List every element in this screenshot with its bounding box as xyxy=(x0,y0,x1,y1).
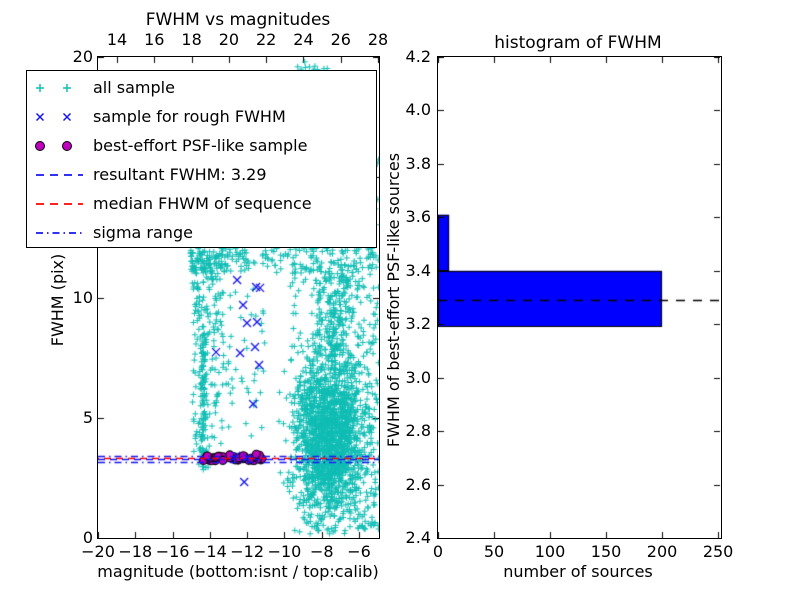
x-tick-label: −14 xyxy=(192,542,227,561)
top-x-tick-label: 16 xyxy=(144,30,165,49)
y-tick-label: 5 xyxy=(82,407,93,427)
legend-entry-label: all sample xyxy=(93,78,175,97)
legend-entry-5: sigma range xyxy=(27,218,376,247)
y-tick-label: 3.2 xyxy=(405,314,431,334)
legend-entry-label: median FHWM of sequence xyxy=(93,194,312,213)
x-tick-label: 150 xyxy=(590,542,622,561)
top-x-tick-label: 18 xyxy=(181,30,202,49)
x-tick-label: −16 xyxy=(155,542,190,561)
top-x-tick-label: 28 xyxy=(367,30,389,49)
y-tick-label: 10 xyxy=(72,287,93,307)
legend-entry-label: sample for rough FWHM xyxy=(93,107,286,126)
right-plot-x-axis-label: number of sources xyxy=(503,562,653,581)
x-tick-label: 0 xyxy=(432,542,444,561)
right-plot-title: histogram of FWHM xyxy=(494,33,662,53)
y-tick-label: 3.4 xyxy=(405,260,431,280)
top-x-tick-label: 14 xyxy=(106,30,128,49)
x-tick-label: 250 xyxy=(702,542,734,561)
legend-line-swatch xyxy=(36,173,83,176)
x-tick-label: −6 xyxy=(347,542,371,561)
y-tick-label: 2.8 xyxy=(405,421,431,441)
top-x-tick-label: 24 xyxy=(293,30,314,49)
x-tick-label: 100 xyxy=(534,542,566,561)
y-tick-label: 2.4 xyxy=(405,528,431,547)
y-tick-label: 20 xyxy=(72,47,93,66)
top-x-tick-label: 22 xyxy=(256,30,277,49)
legend-entry-label: sigma range xyxy=(93,223,193,242)
x-tick-label: −10 xyxy=(267,542,302,561)
legend-marker-icon xyxy=(35,140,72,151)
legend-marker-icon xyxy=(35,112,72,121)
left-plot-x-axis-label: magnitude (bottom:isnt / top:calib) xyxy=(97,562,379,581)
x-tick-label: −8 xyxy=(309,542,334,561)
y-tick-label: 3.0 xyxy=(405,367,431,387)
legend-line-swatch xyxy=(36,231,83,234)
legend-entry-2: best-effort PSF-like sample xyxy=(27,131,376,160)
y-tick-label: 4.0 xyxy=(405,100,431,120)
x-tick-label: −20 xyxy=(81,542,115,561)
histogram-canvas xyxy=(438,57,721,538)
y-tick-label: 0 xyxy=(82,528,93,547)
top-x-tick-label: 20 xyxy=(218,30,240,49)
x-tick-label: 50 xyxy=(483,542,505,561)
y-tick-label: 3.6 xyxy=(405,207,431,227)
y-tick-label: 2.6 xyxy=(405,474,431,494)
x-tick-label: 200 xyxy=(646,542,678,561)
legend-entry-3: resultant FWHM: 3.29 xyxy=(27,160,376,189)
x-tick-label: −12 xyxy=(230,542,265,561)
y-tick-label: 3.8 xyxy=(405,153,431,173)
legend-marker-icon xyxy=(36,83,71,92)
legend-entry-label: best-effort PSF-like sample xyxy=(93,136,308,155)
y-tick-label: 4.2 xyxy=(405,47,431,66)
top-x-tick-label: 26 xyxy=(330,30,351,49)
right-plot-y-axis-label: FWHM of best-effort PSF-like sources xyxy=(384,152,403,448)
legend-entry-0: all sample xyxy=(27,73,376,102)
legend-line-swatch xyxy=(36,202,83,205)
legend-entry-4: median FHWM of sequence xyxy=(27,189,376,218)
x-tick-label: −18 xyxy=(118,542,153,561)
right-plot-area xyxy=(437,56,722,539)
legend-entry-1: sample for rough FWHM xyxy=(27,102,376,131)
legend-entry-label: resultant FWHM: 3.29 xyxy=(93,165,267,184)
legend: all sample sample for rough FWHM best-effo… xyxy=(26,70,377,248)
left-plot-title: FWHM vs magnitudes xyxy=(145,10,331,30)
